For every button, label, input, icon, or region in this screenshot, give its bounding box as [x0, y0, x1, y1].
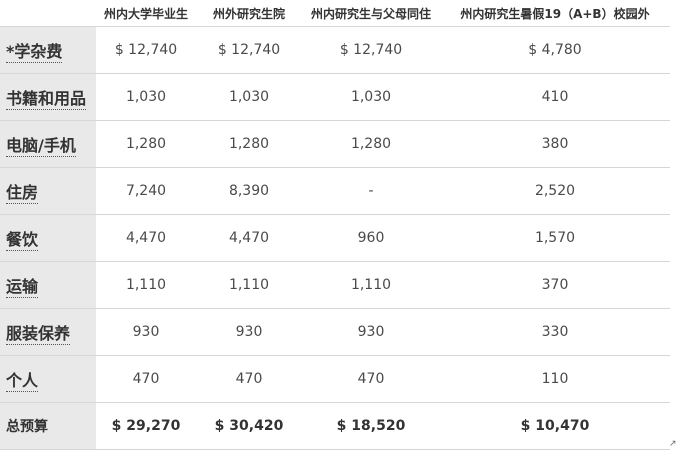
total-cell: $ 10,470: [440, 402, 670, 450]
total-label: 总预算: [6, 419, 48, 435]
column-header-out-of-state-grad: 州外研究生院: [196, 0, 302, 27]
table-row: 住房 7,240 8,390 - 2,520: [0, 167, 670, 215]
table-cell: 380: [440, 120, 670, 168]
table-cell: 4,470: [96, 214, 196, 262]
resize-corner-icon: ↗: [669, 439, 676, 449]
table-cell: 110: [440, 355, 670, 403]
table-cell: 330: [440, 308, 670, 356]
table-cell: 1,570: [440, 214, 670, 262]
table-cell: 7,240: [96, 167, 196, 215]
table-cell: $ 12,740: [302, 26, 440, 74]
table-row: 个人 470 470 470 110: [0, 355, 670, 403]
row-label-books[interactable]: 书籍和用品: [0, 73, 96, 121]
table-cell: 470: [302, 355, 440, 403]
table-cell: 930: [96, 308, 196, 356]
row-label-total: 总预算: [0, 402, 96, 450]
table-cell: 1,030: [96, 73, 196, 121]
table-cell: -: [302, 167, 440, 215]
table-cell: $ 12,740: [96, 26, 196, 74]
table-cell: 2,520: [440, 167, 670, 215]
column-header-in-state-grad-summer-off-campus: 州内研究生暑假19（A+B）校园外: [440, 0, 670, 27]
table-cell: 1,280: [302, 120, 440, 168]
table-row: *学杂费 $ 12,740 $ 12,740 $ 12,740 $ 4,780: [0, 26, 670, 74]
personal-link[interactable]: 个人: [6, 371, 39, 392]
table-cell: 960: [302, 214, 440, 262]
housing-link[interactable]: 住房: [6, 183, 39, 204]
computer-link[interactable]: 电脑/手机: [6, 136, 76, 157]
row-label-tuition[interactable]: *学杂费: [0, 26, 96, 74]
table-cell: 8,390: [196, 167, 302, 215]
header-corner: [0, 0, 96, 27]
table-cell: 470: [96, 355, 196, 403]
column-header-in-state-grad-with-parents: 州内研究生与父母同住: [302, 0, 440, 27]
table-cell: 1,030: [196, 73, 302, 121]
table-cell: 410: [440, 73, 670, 121]
table-cell: 930: [196, 308, 302, 356]
table-cell: 1,280: [196, 120, 302, 168]
books-link[interactable]: 书籍和用品: [6, 89, 87, 110]
row-label-housing[interactable]: 住房: [0, 167, 96, 215]
row-label-clothing[interactable]: 服装保养: [0, 308, 96, 356]
table-cell: 1,280: [96, 120, 196, 168]
row-label-transport[interactable]: 运输: [0, 261, 96, 309]
table-cell: 1,110: [302, 261, 440, 309]
table-cell: 1,030: [302, 73, 440, 121]
table-cell: 470: [196, 355, 302, 403]
header-row: 州内大学毕业生 州外研究生院 州内研究生与父母同住 州内研究生暑假19（A+B）…: [0, 0, 670, 27]
table-row: 电脑/手机 1,280 1,280 1,280 380: [0, 120, 670, 168]
table-cell: 4,470: [196, 214, 302, 262]
tuition-link[interactable]: *学杂费: [6, 42, 63, 63]
row-label-personal[interactable]: 个人: [0, 355, 96, 403]
column-header-in-state-undergrad: 州内大学毕业生: [96, 0, 196, 27]
table-row: 服装保养 930 930 930 330: [0, 308, 670, 356]
total-cell: $ 29,270: [96, 402, 196, 450]
row-label-computer[interactable]: 电脑/手机: [0, 120, 96, 168]
table-row: 书籍和用品 1,030 1,030 1,030 410: [0, 73, 670, 121]
row-label-dining[interactable]: 餐饮: [0, 214, 96, 262]
table-cell: 930: [302, 308, 440, 356]
table-cell: $ 4,780: [440, 26, 670, 74]
table-cell: 1,110: [96, 261, 196, 309]
total-cell: $ 30,420: [196, 402, 302, 450]
clothing-link[interactable]: 服装保养: [6, 324, 71, 345]
table-cell: 1,110: [196, 261, 302, 309]
table-row: 运输 1,110 1,110 1,110 370: [0, 261, 670, 309]
table-cell: $ 12,740: [196, 26, 302, 74]
total-row: 总预算 $ 29,270 $ 30,420 $ 18,520 $ 10,470: [0, 402, 670, 450]
table-row: 餐饮 4,470 4,470 960 1,570: [0, 214, 670, 262]
transport-link[interactable]: 运输: [6, 277, 39, 298]
total-cell: $ 18,520: [302, 402, 440, 450]
dining-link[interactable]: 餐饮: [6, 230, 39, 251]
table-cell: 370: [440, 261, 670, 309]
